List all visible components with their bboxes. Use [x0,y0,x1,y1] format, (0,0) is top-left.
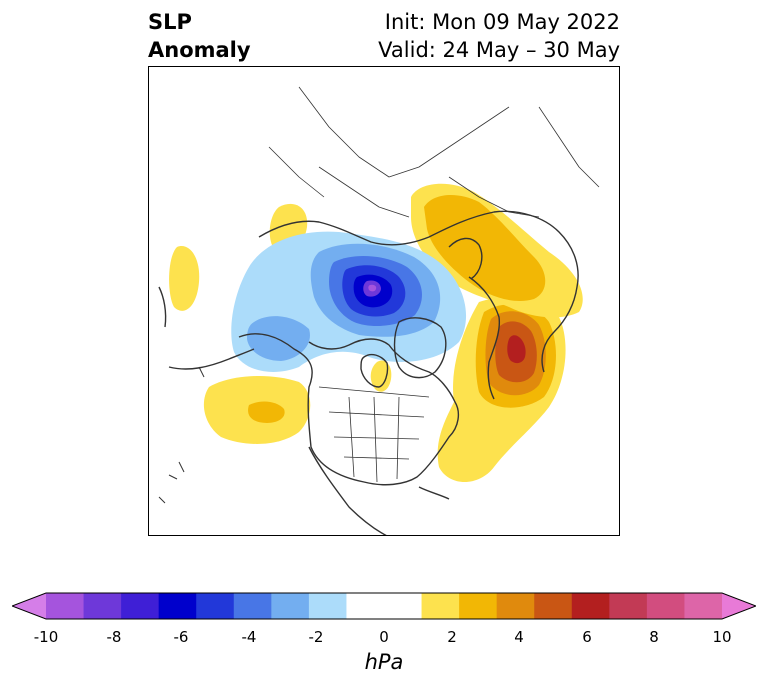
colorbar-segment [158,593,197,619]
tick-label: -10 [33,628,59,646]
colorbar-units: hPa [364,650,404,674]
title-anomaly: Anomaly [148,38,251,62]
atlantic-anomaly-6 [507,335,526,364]
chart-title-right: Init: Mon 09 May 2022 Valid: 24 May – 30… [378,8,620,64]
us-borders [318,386,430,483]
tick-label: 8 [649,628,659,646]
west-coast-dots [158,366,205,504]
anomaly-map [158,86,600,535]
colorbar-segment [571,593,610,619]
colorbar-segment [534,593,573,619]
colorbar-segment [271,593,310,619]
colorbar-segment [459,593,498,619]
greenland-coast [393,317,447,379]
colorbar-outline [12,592,756,620]
positive-anomaly-fields [169,183,583,482]
colorbar-segment [421,593,460,619]
europe-coast [468,276,501,400]
colorbar-segment [346,593,385,619]
colorbar-extend-max [722,593,756,619]
tick-label: -4 [241,628,257,646]
colorbar-segment [83,593,122,619]
tick-label: 4 [514,628,524,646]
japan-coast [158,286,167,328]
colorbar [12,592,756,620]
coastlines [158,86,600,535]
tick-label: 10 [712,628,732,646]
colorbar-segment [121,593,160,619]
valid-range: Valid: 24 May – 30 May [378,38,620,62]
colorbar-segment [196,593,235,619]
scandinavia [448,237,483,280]
map-panel [148,66,620,536]
colorbar-segment [233,593,272,619]
colorbar-segment [496,593,535,619]
colorbar-segment [609,593,648,619]
colorbar-segment [684,593,723,619]
mexico-coast [308,446,387,535]
title-slp: SLP [148,10,192,34]
tick-label: -2 [308,628,324,646]
west-pacific-patch [169,246,200,311]
colorbar-segments [12,593,756,619]
polar-low-center [368,284,377,292]
tick-label: 0 [379,628,389,646]
tick-label: 2 [447,628,457,646]
colorbar-segment [46,593,85,619]
colorbar-segment [646,593,685,619]
colorbar-extend-min [12,593,46,619]
asia-borders [268,86,600,218]
tick-label: -8 [106,628,122,646]
north-america-coast [238,333,460,486]
eurasia-coast [258,210,579,373]
caribbean [418,486,450,500]
east-pacific-anomaly-3 [248,401,285,423]
tick-label: 6 [582,628,592,646]
colorbar-segment [384,593,423,619]
eurasia-anomaly-3 [424,195,546,302]
colorbar-segment [308,593,347,619]
chart-title-left: SLP Anomaly [148,8,251,64]
aleutians [168,348,255,370]
tick-label: -6 [173,628,189,646]
hudson-bay [360,353,389,388]
hudson-patch [370,360,392,392]
init-date: Init: Mon 09 May 2022 [384,10,620,34]
